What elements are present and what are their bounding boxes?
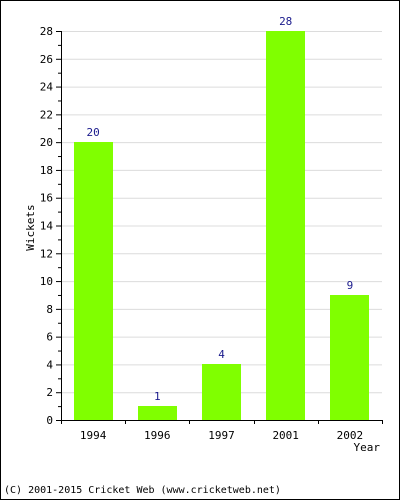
bar-1994 — [74, 142, 113, 420]
bar-1997 — [202, 364, 241, 420]
y-tick-label: 16 — [40, 192, 53, 205]
y-tick-label: 10 — [40, 275, 53, 288]
y-axis-title: Wickets — [24, 204, 37, 250]
y-tick-label: 8 — [46, 303, 53, 316]
x-tick-label: 2002 — [337, 429, 364, 442]
data-label-1996: 1 — [154, 390, 161, 403]
bars — [74, 31, 369, 420]
data-label-2001: 28 — [279, 15, 292, 28]
x-tick-label: 2001 — [272, 429, 299, 442]
y-tick-label: 22 — [40, 108, 53, 121]
y-tick-label: 14 — [40, 220, 54, 233]
y-tick-label: 18 — [40, 164, 53, 177]
y-tick-label: 20 — [40, 136, 53, 149]
x-axis-title: Year — [354, 441, 381, 454]
y-tick-label: 12 — [40, 247, 53, 260]
data-labels: 20 1 4 28 9 — [86, 15, 353, 403]
y-tick-label: 4 — [46, 358, 53, 371]
data-label-1997: 4 — [218, 348, 225, 361]
copyright-footer: (C) 2001-2015 Cricket Web (www.cricketwe… — [4, 485, 281, 496]
bar-2001 — [266, 31, 305, 420]
y-tick-label: 0 — [46, 414, 53, 427]
y-tick-label: 28 — [40, 25, 53, 38]
y-tick-label: 26 — [40, 53, 53, 66]
data-label-2002: 9 — [347, 279, 354, 292]
x-tick-label: 1996 — [144, 429, 171, 442]
axes — [61, 31, 382, 421]
y-tick-label: 24 — [40, 81, 54, 94]
x-tick-label: 1994 — [80, 429, 107, 442]
y-tick-label: 2 — [46, 386, 53, 399]
grid-lines — [61, 31, 382, 394]
x-tick-label: 1997 — [208, 429, 235, 442]
y-tick-label: 6 — [46, 331, 53, 344]
bar-1996 — [138, 406, 177, 420]
data-label-1994: 20 — [86, 126, 99, 139]
bar-2002 — [330, 295, 369, 420]
